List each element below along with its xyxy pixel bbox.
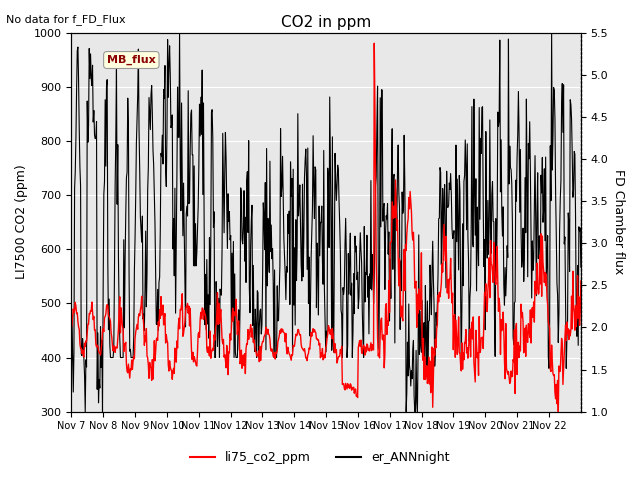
- Text: No data for f_FD_Flux: No data for f_FD_Flux: [6, 14, 126, 25]
- Title: CO2 in ppm: CO2 in ppm: [281, 15, 371, 30]
- Text: MB_flux: MB_flux: [107, 55, 156, 65]
- Legend: li75_co2_ppm, er_ANNnight: li75_co2_ppm, er_ANNnight: [186, 446, 454, 469]
- Y-axis label: FD Chamber flux: FD Chamber flux: [612, 169, 625, 275]
- Y-axis label: LI7500 CO2 (ppm): LI7500 CO2 (ppm): [15, 165, 28, 279]
